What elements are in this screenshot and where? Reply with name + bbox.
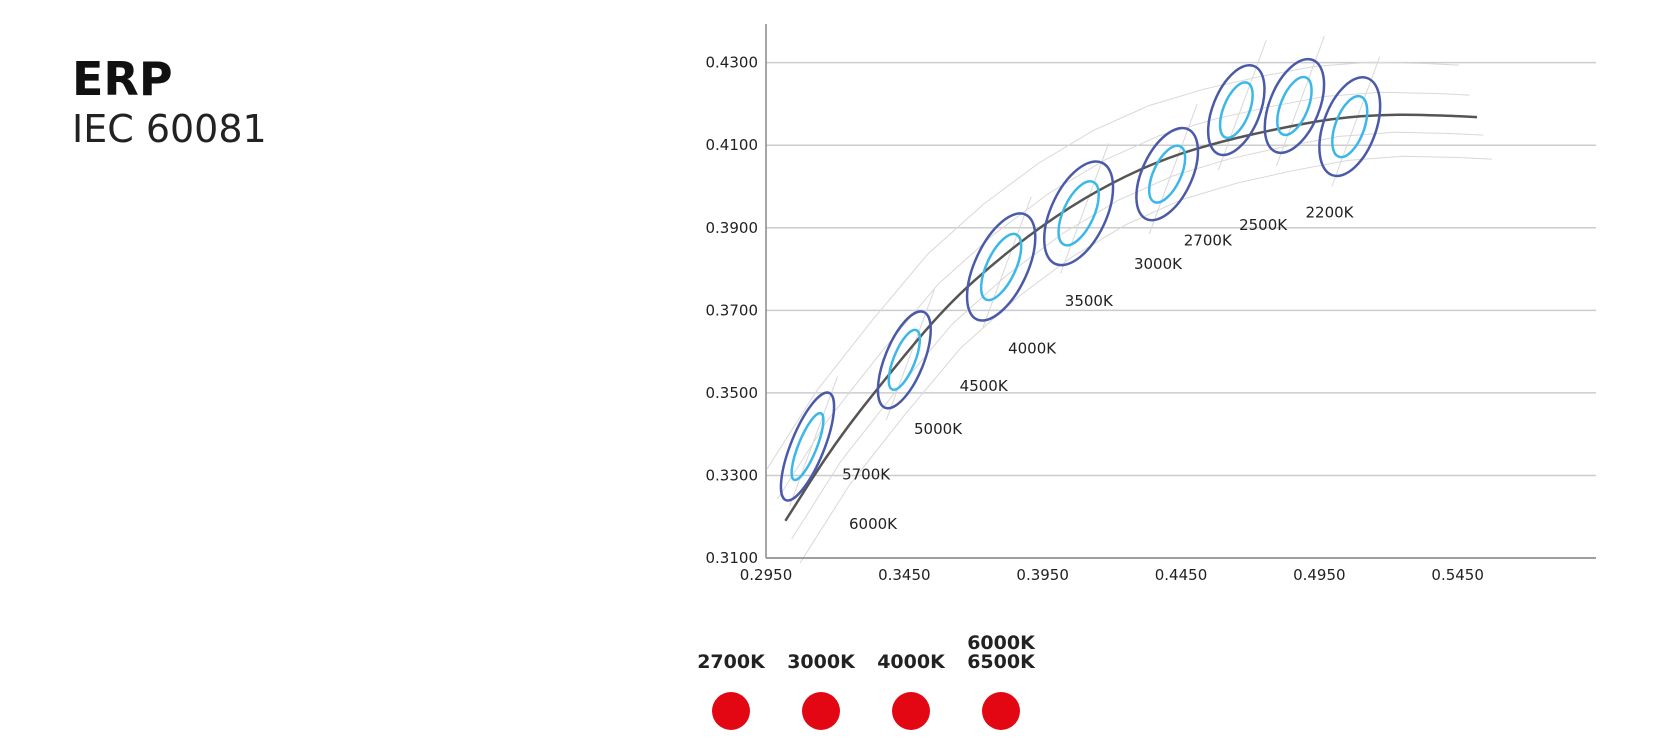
boundary-line (799, 155, 1492, 564)
ellipse-group (779, 57, 1382, 502)
heading: ERP IEC 60081 (72, 52, 267, 152)
legend-item: 2700K (686, 632, 776, 732)
legend-dot (802, 692, 840, 730)
legend-item: 3000K (776, 632, 866, 732)
legend-label: 4000K (877, 651, 945, 673)
outer-ellipse (1042, 160, 1115, 267)
chart-grid (766, 61, 1596, 559)
legend-label: 2700K (697, 651, 765, 673)
boundary-line (885, 289, 935, 421)
legend-item: 4000K (866, 632, 956, 732)
tolerance-boundaries (766, 35, 1492, 564)
page-title: ERP (72, 52, 173, 106)
x-tick-label: 0.2950 (740, 566, 793, 584)
legend-dot (712, 692, 750, 730)
inner-ellipse (790, 411, 825, 482)
legend-item: 6000K 6500K (956, 632, 1046, 732)
cct-label: 5700K (842, 466, 891, 484)
boundary-line (766, 61, 1459, 470)
cct-label: 4500K (960, 377, 1009, 395)
inner-ellipse (1276, 75, 1313, 137)
chart-axes (765, 24, 1596, 559)
outer-ellipse (1263, 57, 1326, 155)
inner-ellipse (979, 232, 1023, 302)
boundary-line (1060, 143, 1110, 274)
boundary-line (1275, 35, 1325, 167)
y-tick-label: 0.3700 (706, 301, 759, 319)
y-tick-label: 0.4300 (706, 54, 759, 72)
legend-label: 3000K (787, 651, 855, 673)
outer-ellipse (779, 391, 836, 502)
cct-label: 2200K (1306, 203, 1355, 221)
x-tick-label: 0.4450 (1155, 566, 1208, 584)
outer-ellipse (1135, 126, 1200, 222)
cct-label: 2700K (1184, 232, 1233, 250)
legend-dot (892, 692, 930, 730)
cct-label: 2500K (1239, 216, 1288, 234)
boundary-line (982, 196, 1032, 328)
cct-label: 3500K (1065, 292, 1114, 310)
page-subtitle: IEC 60081 (72, 107, 267, 151)
y-tick-group: 0.3100 0.3300 0.3500 0.3700 0.3900 0.4100 0.43… (706, 54, 759, 567)
inner-ellipse (887, 328, 922, 392)
outer-ellipse (1318, 76, 1382, 178)
inner-ellipse (1057, 180, 1100, 247)
outer-ellipse (876, 310, 932, 410)
y-tick-label: 0.4100 (706, 136, 759, 154)
x-tick-label: 0.5450 (1431, 566, 1484, 584)
cct-label: 4000K (1008, 340, 1057, 358)
boundary-line (1331, 56, 1381, 187)
y-tick-label: 0.3300 (706, 466, 759, 484)
planckian-locus (784, 113, 1478, 522)
boundary-line (789, 376, 838, 507)
inner-ellipse (1218, 81, 1254, 140)
boundary-line (1148, 103, 1198, 235)
outer-ellipse (1206, 63, 1266, 157)
inner-ellipse (1147, 144, 1187, 204)
y-tick-label: 0.3900 (706, 219, 759, 237)
x-tick-label: 0.3950 (1016, 566, 1069, 584)
x-tick-group: 0.2950 0.3450 0.3950 0.4450 0.4950 0.5450 (740, 566, 1484, 584)
x-tick-label: 0.4950 (1293, 566, 1346, 584)
x-tick-label: 0.3450 (878, 566, 931, 584)
legend-label: 6000K 6500K (967, 632, 1035, 673)
y-tick-label: 0.3100 (706, 549, 759, 567)
cct-label-group: 6000K 5700K 5000K 4500K 4000K 3500K 3000K2700K… (842, 203, 1355, 533)
planckian-locus-line (784, 113, 1478, 522)
inner-ellipse (1331, 94, 1369, 159)
cct-label: 6000K (849, 515, 898, 533)
cct-label: 3000K (1134, 255, 1183, 273)
outer-ellipse (965, 212, 1037, 322)
y-tick-label: 0.3500 (706, 384, 759, 402)
legend-dot (982, 692, 1020, 730)
cct-label: 5000K (914, 420, 963, 438)
boundary-line (1217, 39, 1267, 171)
legend: 2700K 3000K 4000K 6000K 6500K (686, 632, 1046, 732)
